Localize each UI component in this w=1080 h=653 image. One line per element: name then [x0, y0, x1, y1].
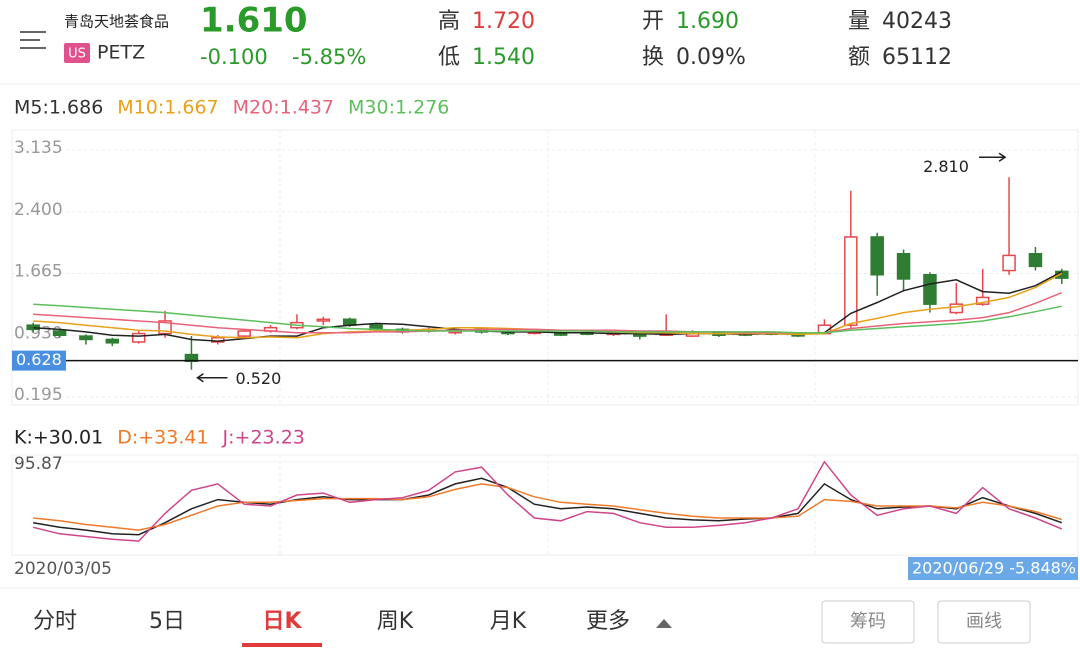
- candle-body: [316, 318, 331, 322]
- last-change: -5.848%: [1009, 559, 1076, 578]
- stat-label: 低: [438, 45, 460, 70]
- annotation-label: 2.810: [923, 157, 969, 176]
- candle-body: [52, 330, 67, 336]
- stat-value: 65112: [882, 45, 952, 70]
- candle-body: [131, 332, 146, 343]
- ma-legend: M10:1.667: [117, 97, 218, 119]
- candle-body: [949, 303, 964, 314]
- stat-label: 高: [438, 9, 460, 34]
- ma-legend: M20:1.437: [233, 97, 334, 119]
- price-badge-label: 0.628: [16, 350, 62, 369]
- stat-label: 开: [642, 9, 664, 34]
- stat-label: 量: [848, 9, 870, 34]
- y-tick-label: 2.400: [14, 200, 63, 220]
- y-tick-label: 95.87: [14, 454, 63, 474]
- stat-label: 换: [642, 45, 664, 70]
- change-pct: -5.85%: [292, 45, 366, 69]
- stat-value: 0.09%: [676, 45, 746, 70]
- annotation-arrow: [196, 373, 228, 383]
- kdj-legend: J:+23.23: [222, 427, 305, 449]
- candle-body: [923, 274, 937, 305]
- stat-value: 40243: [882, 9, 952, 34]
- button[interactable]: [821, 600, 915, 644]
- tab[interactable]: 周K: [377, 609, 414, 634]
- annotation-arrow: [979, 152, 1007, 162]
- tab[interactable]: 月K: [490, 609, 527, 634]
- candle-body: [79, 335, 93, 341]
- x-label: 2020/03/05: [14, 559, 112, 579]
- change: -0.100: [200, 45, 268, 69]
- candle-body: [870, 236, 884, 276]
- more-arrow[interactable]: [656, 619, 672, 628]
- tab[interactable]: 5日: [149, 609, 185, 634]
- ma-legend: M5:1.686: [14, 97, 103, 119]
- ma-line: [33, 271, 1063, 342]
- stock-name: 青岛天地荟食品: [64, 13, 169, 31]
- tab-underline: [242, 643, 322, 647]
- ticker: PETZ: [97, 42, 145, 64]
- menu-icon[interactable]: [20, 31, 46, 49]
- stat-value: 1.540: [472, 45, 535, 70]
- tab[interactable]: 日K: [262, 609, 302, 634]
- kdj-legend: D:+33.41: [117, 427, 208, 449]
- kdj-line: [33, 483, 1063, 531]
- plot-frame: [11, 454, 1079, 556]
- candle-body: [553, 332, 568, 336]
- tab[interactable]: 分时: [33, 609, 77, 634]
- candle-body: [896, 253, 911, 280]
- candle-body: [26, 324, 40, 331]
- button-label[interactable]: 画线: [966, 611, 1002, 632]
- date-badge: [908, 557, 1078, 580]
- candle-body: [1028, 253, 1043, 268]
- y-tick-label: 1.665: [14, 262, 63, 282]
- y-tick-label: 3.135: [14, 138, 63, 158]
- stat-value: 1.690: [676, 9, 739, 34]
- button[interactable]: [937, 600, 1031, 644]
- button-label[interactable]: 筹码: [850, 611, 886, 632]
- stat-value: 1.720: [472, 9, 535, 34]
- candle-body: [237, 330, 251, 337]
- tab[interactable]: 更多: [586, 609, 630, 634]
- price-badge: [12, 350, 66, 371]
- candle-body: [105, 338, 120, 344]
- market-badge: [64, 43, 90, 63]
- candle-body: [1002, 254, 1016, 272]
- kdj-legend: K:+30.01: [14, 427, 103, 449]
- ma-line: [33, 292, 1063, 334]
- ma-legend: M30:1.276: [348, 97, 449, 119]
- y-tick-label: 0.195: [14, 385, 63, 405]
- plot-frame: [11, 129, 1079, 406]
- kdj-line: [33, 460, 1063, 542]
- kdj-line: [33, 477, 1063, 536]
- annotation-label: 0.520: [235, 369, 281, 388]
- ma-line: [33, 303, 1062, 334]
- price: 1.610: [200, 1, 308, 41]
- candle-body: [844, 236, 858, 326]
- x-label: 2020/06/29: [912, 559, 1004, 578]
- stat-label: 额: [848, 45, 870, 70]
- market: US: [68, 47, 86, 62]
